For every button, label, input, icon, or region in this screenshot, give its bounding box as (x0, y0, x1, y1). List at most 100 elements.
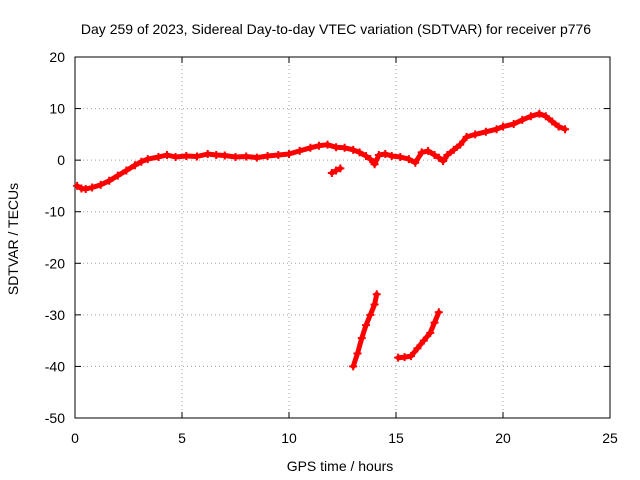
x-tick-label: 0 (71, 430, 79, 446)
data-point (381, 149, 390, 158)
data-point (73, 181, 82, 190)
data-point (372, 290, 381, 299)
ticks: 0 5 10 15 20 25 -50 -40 -30 -20 -10 0 10 20 (45, 49, 618, 446)
data-point (400, 353, 409, 362)
data-point (417, 148, 426, 157)
data-point (242, 152, 251, 161)
data-point (332, 166, 341, 175)
y-tick-label: 10 (49, 101, 65, 117)
data-point (518, 115, 527, 124)
data-point (137, 157, 146, 166)
data-point (362, 152, 371, 161)
data-point (285, 149, 293, 158)
data-point (462, 132, 471, 141)
data-point (541, 112, 550, 121)
series-band-low-arc-2 (395, 309, 442, 361)
data-point (220, 151, 229, 160)
chart-title: Day 259 of 2023, Sidereal Day-to-day VTE… (81, 21, 591, 37)
data-point (314, 141, 323, 150)
y-axis-label: SDTVAR / TECUs (5, 183, 21, 295)
data-point (171, 153, 180, 162)
data-point (526, 112, 535, 121)
data-point (349, 145, 358, 154)
x-tick-label: 5 (178, 430, 186, 446)
data-point (252, 153, 261, 162)
data-point (130, 161, 139, 170)
x-tick-label: 20 (495, 430, 511, 446)
data-point (231, 153, 240, 162)
data-point (366, 310, 375, 319)
data-point (113, 171, 122, 180)
data-point (449, 145, 458, 154)
data-point (561, 125, 570, 134)
data-point (456, 140, 465, 149)
data-point (203, 149, 212, 158)
x-tick-label: 15 (388, 430, 404, 446)
data-point (548, 117, 557, 126)
data-point (439, 157, 448, 166)
data-point (163, 150, 172, 159)
data-point (274, 150, 283, 159)
data-point (143, 155, 152, 164)
data-point (366, 155, 375, 164)
data-point (336, 164, 345, 173)
data-point (509, 120, 518, 129)
data-point (357, 334, 366, 343)
x-tick-label: 25 (602, 430, 618, 446)
data-point (492, 125, 501, 134)
data-point (340, 143, 349, 152)
data-point (81, 185, 90, 194)
data-point (105, 176, 114, 185)
data-point (554, 122, 563, 131)
data-point (374, 150, 383, 159)
data-marks (73, 109, 570, 371)
data-point (370, 300, 379, 309)
data-point (535, 109, 544, 118)
data-point (96, 180, 105, 189)
data-point (122, 166, 131, 175)
data-point (481, 127, 490, 136)
data-point (370, 160, 379, 169)
data-point (424, 146, 433, 155)
y-tick-label: 0 (57, 152, 65, 168)
data-point (295, 146, 304, 155)
data-point (443, 150, 452, 159)
data-point (434, 153, 443, 162)
data-point (355, 148, 364, 157)
data-point (353, 349, 362, 358)
data-point (413, 344, 422, 353)
data-point (426, 328, 435, 337)
series-band-main (74, 111, 568, 192)
data-point (471, 130, 480, 139)
grid (75, 57, 610, 418)
data-point (404, 155, 413, 164)
y-tick-label: -50 (45, 410, 65, 426)
data-point (212, 150, 221, 159)
y-tick-label: -20 (45, 255, 65, 271)
data-point (88, 183, 97, 192)
data-point (419, 336, 428, 345)
data-point (349, 362, 358, 371)
plot-frame (74, 56, 611, 419)
data-point (411, 158, 420, 167)
data-point (182, 152, 191, 161)
data-point (154, 153, 163, 162)
data-point (396, 153, 405, 162)
data-point (192, 152, 201, 161)
data-point (430, 150, 439, 159)
data-point (263, 152, 272, 161)
data-point (434, 308, 443, 317)
data-point (327, 169, 336, 178)
data-point (387, 152, 396, 161)
y-tick-label: -40 (45, 358, 65, 374)
y-tick-label: 20 (49, 49, 65, 65)
data-point (362, 321, 371, 330)
data-point (499, 122, 507, 131)
data-point (430, 318, 439, 327)
data-point (406, 352, 415, 361)
data-point (306, 143, 315, 152)
x-tick-label: 10 (281, 430, 297, 446)
y-tick-label: -30 (45, 307, 65, 323)
data-point (332, 143, 341, 152)
